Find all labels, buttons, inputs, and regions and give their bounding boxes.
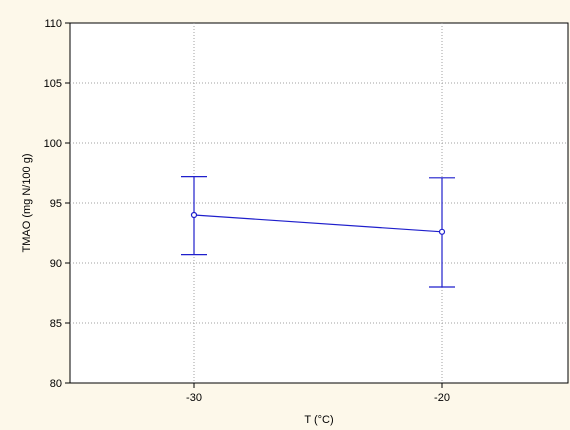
y-axis-ticks: 80 85 90 95 100 105 110: [44, 18, 70, 390]
data-point: [190, 211, 198, 219]
series: [181, 176, 455, 288]
y-tick-label: 90: [50, 258, 62, 270]
y-tick-label: 80: [50, 378, 62, 390]
x-tick-label: -30: [186, 392, 202, 404]
y-tick-label: 110: [44, 18, 62, 30]
data-point: [438, 228, 446, 235]
y-tick-label: 95: [50, 198, 62, 210]
x-axis-ticks: -30 -20: [186, 383, 450, 404]
x-axis-title: T (°C): [304, 414, 333, 426]
x-tick-label: -20: [434, 392, 450, 404]
series-line: [193, 214, 443, 233]
y-tick-label: 85: [50, 318, 62, 330]
y-tick-label: 100: [44, 138, 62, 150]
y-axis-title: TMAO (mg N/100 g): [21, 153, 33, 252]
y-tick-label: 105: [44, 78, 62, 90]
